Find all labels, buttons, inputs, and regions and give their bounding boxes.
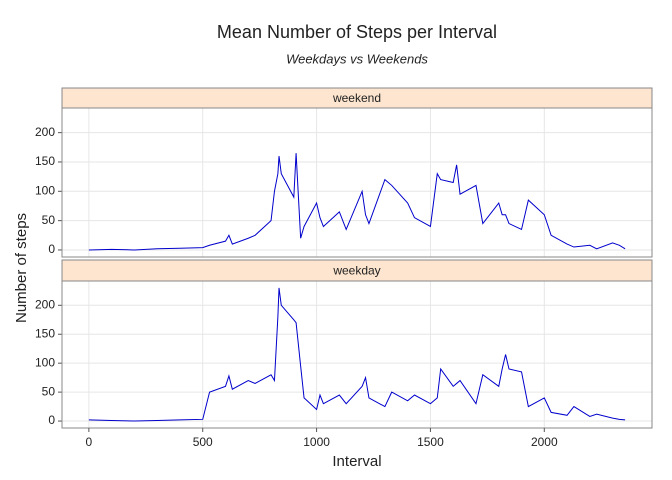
x-tick-label: 1500 bbox=[417, 435, 444, 449]
x-axis-label: Interval bbox=[332, 453, 381, 470]
panel bbox=[62, 108, 652, 257]
y-tick-label: 0 bbox=[48, 413, 55, 427]
x-tick-label: 0 bbox=[86, 435, 93, 449]
y-tick-label: 0 bbox=[48, 242, 55, 256]
y-tick-label: 150 bbox=[35, 326, 55, 340]
series-line bbox=[88, 287, 626, 422]
strip-label: weekend bbox=[332, 91, 381, 105]
y-tick-label: 50 bbox=[42, 213, 56, 227]
panel bbox=[62, 281, 652, 428]
panel-border bbox=[61, 280, 653, 429]
series-line bbox=[88, 153, 626, 251]
x-tick-label: 2000 bbox=[531, 435, 558, 449]
chart-title: Mean Number of Steps per Interval bbox=[217, 22, 497, 42]
y-axis-label: Number of steps bbox=[13, 213, 30, 323]
y-tick-label: 100 bbox=[35, 183, 55, 197]
chart-subtitle: Weekdays vs Weekends bbox=[286, 51, 428, 66]
y-tick-label: 200 bbox=[35, 297, 55, 311]
strip-label: weekday bbox=[332, 264, 380, 278]
y-tick-label: 200 bbox=[35, 125, 55, 139]
x-tick-label: 500 bbox=[193, 435, 213, 449]
y-tick-label: 150 bbox=[35, 154, 55, 168]
y-tick-label: 100 bbox=[35, 355, 55, 369]
x-tick-label: 1000 bbox=[303, 435, 330, 449]
panel-border bbox=[61, 107, 653, 258]
y-tick-label: 50 bbox=[42, 384, 56, 398]
